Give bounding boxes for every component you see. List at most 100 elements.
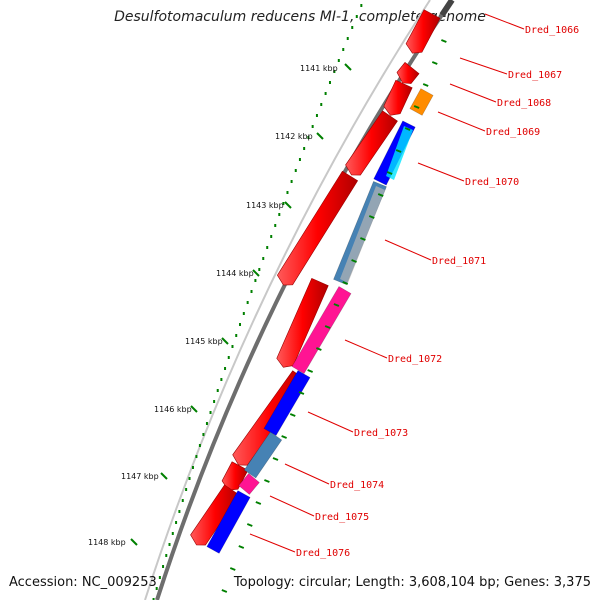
inner-tick: [281, 435, 287, 439]
gene-labels: Dred_1066 Dred_1067 Dred_1068 Dred_1069 Dred…: [249, 13, 579, 559]
gene-label: Dred_1071: [432, 256, 486, 267]
gene-leader-line: [344, 339, 388, 359]
ruler-dot: [298, 158, 301, 161]
ruler-dot: [254, 279, 257, 282]
ruler-dot: [262, 257, 265, 260]
ruler-dot: [239, 323, 242, 326]
ruler-dot: [315, 114, 318, 117]
accession-text: Accession: NC_009253: [9, 575, 157, 590]
ruler-dot: [346, 37, 349, 40]
ruler-dot: [216, 389, 219, 392]
gene-label: Dred_1068: [497, 98, 551, 109]
inner-tick: [377, 193, 384, 197]
ruler-dot: [175, 521, 178, 524]
ruler-dot: [178, 510, 181, 513]
gene-label: Dred_1075: [315, 512, 369, 523]
ruler-dot: [171, 532, 174, 535]
inner-tick: [342, 281, 349, 285]
cog-gene-accent-grey: [340, 186, 385, 283]
ruler-dot: [246, 301, 249, 304]
ruler-dot: [205, 422, 208, 425]
inner-tick: [246, 523, 253, 527]
inner-tick: [431, 61, 438, 65]
ruler-tick-label: 1148 kbp: [88, 538, 126, 547]
gene-label: Dred_1076: [296, 548, 350, 559]
ruler-dot: [324, 92, 327, 95]
ruler-dot: [270, 235, 273, 238]
gene-label: Dred_1067: [508, 70, 562, 81]
inner-tick: [229, 567, 236, 571]
forward-gene-arrow: [405, 9, 441, 54]
ruler-dot: [195, 455, 198, 458]
ruler-dot: [242, 312, 245, 315]
ruler-dot: [355, 15, 358, 18]
ruler-dot: [282, 202, 285, 205]
ruler-major-tick: [160, 472, 168, 480]
ruler-dot: [227, 356, 230, 359]
ruler-dot: [303, 147, 306, 150]
inner-tick: [264, 479, 270, 483]
gene-label: Dred_1073: [354, 428, 408, 439]
inner-tick: [289, 413, 296, 417]
ruler-tick-label: 1144 kbp: [216, 269, 254, 278]
ruler-dot: [337, 59, 340, 62]
inner-tick: [298, 391, 305, 395]
backbone-inner-arc: [144, 0, 431, 600]
inner-gene-ticks: [221, 39, 447, 593]
ruler-dot: [158, 576, 161, 579]
inner-tick: [404, 127, 411, 131]
ruler-dot: [209, 411, 212, 414]
ruler-dot: [235, 334, 238, 337]
cog-gene-block: [291, 286, 352, 374]
gene-leader-line: [284, 463, 330, 485]
ruler-dots: [152, 4, 363, 600]
inner-tick: [307, 369, 314, 373]
ruler-dot: [231, 345, 234, 348]
inner-tick: [441, 39, 447, 43]
ruler-tick-label: 1146 kbp: [154, 405, 192, 414]
gene-label: Dred_1069: [486, 127, 540, 138]
cog-gene-block: [409, 88, 434, 116]
ruler-dot: [213, 400, 216, 403]
ruler-dot: [188, 477, 191, 480]
inner-tick: [395, 149, 402, 153]
gene-label: Dred_1070: [465, 177, 519, 188]
ruler-dot: [181, 499, 184, 502]
ruler-dot: [333, 70, 336, 73]
inner-tick: [272, 457, 279, 461]
forward-gene-arrow: [383, 79, 413, 116]
forward-gene-arrow: [345, 110, 398, 176]
ruler-tick-label: 1147 kbp: [121, 472, 159, 481]
ruler-dot: [202, 433, 205, 436]
cog-gene-block: [206, 490, 251, 554]
forward-gene-arrow: [396, 61, 420, 84]
ruler-major-tick: [284, 201, 292, 209]
backbone-top-dark-segment: [439, 0, 455, 17]
inner-tick: [422, 83, 429, 87]
ruler-major-tick: [130, 538, 138, 546]
ruler-major-tick: [316, 132, 324, 140]
gene-leader-line: [484, 13, 525, 30]
inner-tick: [324, 325, 331, 329]
gene-label: Dred_1074: [330, 480, 384, 491]
cog-gene-block: [238, 473, 260, 495]
ruler-tick-label: 1141 kbp: [300, 64, 338, 73]
inner-tick: [360, 237, 366, 241]
ruler-dot: [258, 268, 261, 271]
ruler-dot: [168, 543, 171, 546]
cog-gene-block: [263, 370, 311, 436]
ruler-dot: [191, 466, 194, 469]
ruler-dot: [290, 180, 293, 183]
gene-leader-line: [307, 411, 354, 433]
gene-leader-line: [249, 533, 296, 553]
ruler-major-tick: [344, 63, 352, 71]
ruler-dot: [274, 224, 277, 227]
inner-tick: [315, 347, 322, 351]
ruler-major-tick: [190, 405, 198, 413]
gene-label: Dred_1072: [388, 354, 442, 365]
ruler-dot: [224, 367, 227, 370]
gene-leader-line: [269, 495, 315, 517]
gene-label: Dred_1066: [525, 25, 579, 36]
ruler-tick-label: 1142 kbp: [275, 132, 313, 141]
